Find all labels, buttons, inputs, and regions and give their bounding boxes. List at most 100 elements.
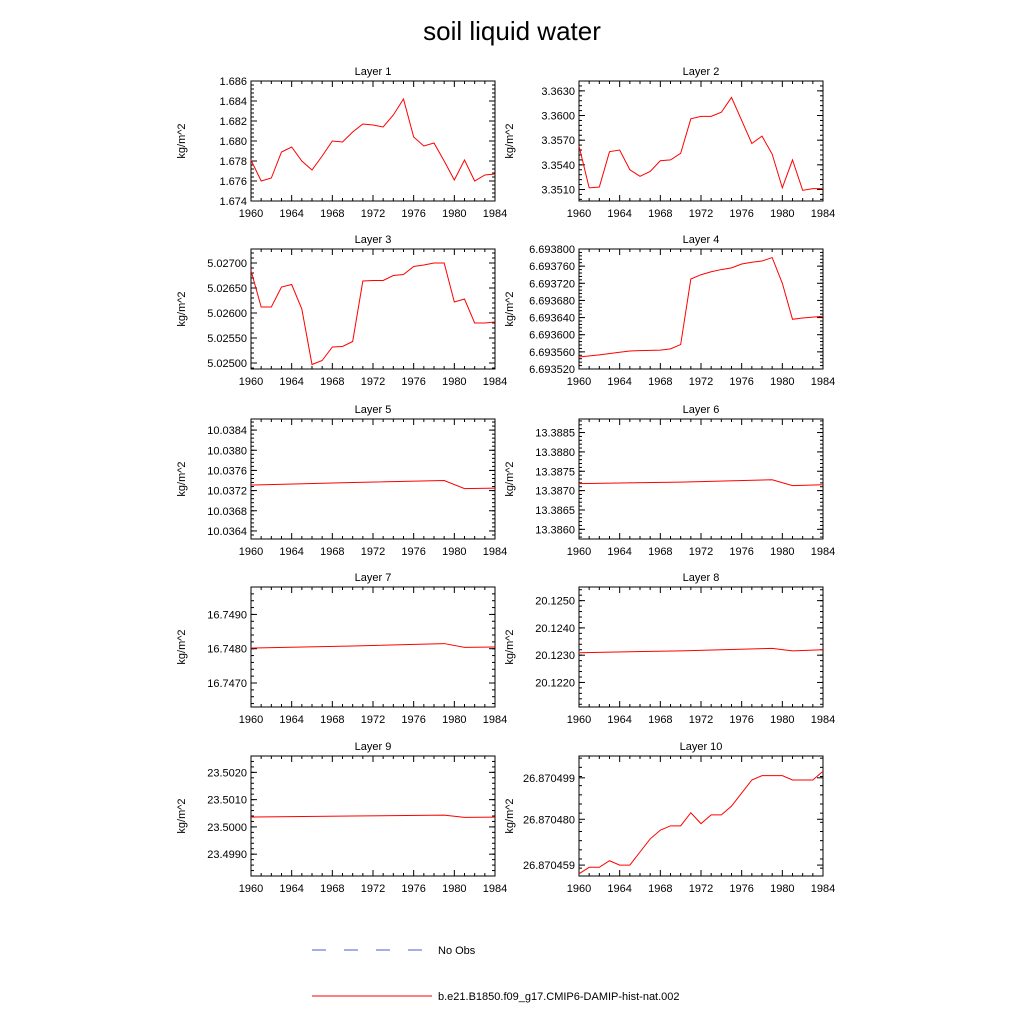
chart-panel-layer-7: Layer 7 1960 1964 1968 1972 1976 1980 1984 16.74… (176, 572, 507, 726)
x-tick-label: 1964 (279, 714, 303, 726)
y-axis-label: kg/m^2 (504, 461, 516, 496)
x-tick-label: 1968 (648, 714, 672, 726)
series-line (578, 479, 824, 487)
x-tick-label: 1960 (239, 883, 263, 895)
panel-title: Layer 6 (683, 404, 720, 416)
y-tick-label: 3.3570 (541, 135, 575, 147)
x-tick-label: 1984 (483, 208, 507, 220)
x-tick-label: 1984 (811, 546, 835, 558)
y-tick-label: 6.693680 (529, 295, 575, 307)
x-tick-label: 1972 (361, 883, 385, 895)
y-tick-label: 1.678 (219, 156, 247, 168)
x-tick-label: 1984 (483, 546, 507, 558)
x-tick-label: 1964 (279, 208, 303, 220)
x-tick-label: 1964 (607, 883, 631, 895)
y-tick-label: 20.1230 (535, 650, 575, 662)
x-tick-label: 1980 (770, 546, 794, 558)
y-tick-label: 3.3600 (541, 111, 575, 123)
panels: Layer 1 1960 1964 1968 1972 1976 1980 1984 1.674… (176, 66, 835, 895)
x-tick-label: 1976 (401, 376, 425, 388)
y-tick-label: 13.3875 (535, 466, 575, 478)
x-tick-label: 1976 (401, 714, 425, 726)
x-tick-label: 1972 (361, 546, 385, 558)
x-tick-label: 1976 (401, 208, 425, 220)
x-tick-label: 1976 (729, 376, 753, 388)
y-axis-label: kg/m^2 (504, 291, 516, 326)
x-tick-label: 1964 (607, 714, 631, 726)
panel-title: Layer 4 (683, 234, 720, 246)
series-line (250, 97, 496, 182)
x-tick-label: 1968 (320, 883, 344, 895)
y-tick-label: 6.693720 (529, 278, 575, 290)
panel-title: Layer 7 (355, 572, 392, 584)
y-tick-label: 1.676 (219, 176, 247, 188)
y-tick-label: 10.0372 (207, 486, 247, 498)
y-tick-label: 3.3510 (541, 184, 575, 196)
x-tick-label: 1984 (811, 376, 835, 388)
series-line (250, 643, 496, 649)
x-tick-label: 1968 (320, 714, 344, 726)
y-tick-label: 6.693600 (529, 330, 575, 342)
x-tick-label: 1964 (279, 883, 303, 895)
x-tick-label: 1976 (401, 883, 425, 895)
y-axis-label: kg/m^2 (504, 798, 516, 833)
panel-title: Layer 8 (683, 572, 720, 584)
x-tick-label: 1984 (811, 883, 835, 895)
chart-panel-layer-10: Layer 10 1960 1964 1968 1972 1976 1980 1984 26.8… (504, 741, 835, 895)
panel-title: Layer 10 (680, 741, 723, 753)
x-tick-label: 1960 (567, 208, 591, 220)
y-axis-label: kg/m^2 (176, 123, 188, 158)
x-tick-label: 1980 (770, 208, 794, 220)
x-tick-label: 1972 (689, 546, 713, 558)
y-tick-label: 1.674 (219, 196, 247, 208)
x-tick-label: 1968 (648, 376, 672, 388)
y-tick-label: 5.02600 (207, 308, 247, 320)
y-tick-label: 6.693520 (529, 364, 575, 376)
x-tick-label: 1972 (689, 376, 713, 388)
x-tick-label: 1972 (689, 714, 713, 726)
x-tick-label: 1960 (567, 376, 591, 388)
y-tick-label: 26.870480 (523, 814, 575, 826)
panel-title: Layer 5 (355, 404, 392, 416)
chart-panel-layer-4: Layer 4 1960 1964 1968 1972 1976 1980 1984 6.693… (504, 234, 835, 388)
series-line (578, 647, 824, 654)
y-tick-label: 26.870499 (523, 773, 575, 785)
x-tick-label: 1984 (483, 376, 507, 388)
plot-frame (578, 586, 824, 708)
x-tick-label: 1964 (279, 376, 303, 388)
y-tick-label: 6.693560 (529, 347, 575, 359)
chart-panel-layer-9: Layer 9 1960 1964 1968 1972 1976 1980 1984 23.49… (176, 741, 507, 895)
y-axis-label: kg/m^2 (504, 123, 516, 158)
x-tick-label: 1960 (239, 376, 263, 388)
y-tick-label: 10.0380 (207, 445, 247, 457)
y-tick-label: 1.686 (219, 76, 247, 88)
x-tick-label: 1960 (567, 546, 591, 558)
y-axis-label: kg/m^2 (176, 291, 188, 326)
figure-title: soil liquid water (423, 16, 601, 46)
y-axis-label: kg/m^2 (176, 629, 188, 664)
series-line (578, 96, 823, 191)
x-tick-label: 1980 (770, 883, 794, 895)
x-tick-label: 1964 (279, 546, 303, 558)
plot-frame (578, 80, 824, 202)
x-tick-label: 1972 (361, 714, 385, 726)
y-tick-label: 10.0364 (207, 526, 247, 538)
y-tick-label: 1.680 (219, 136, 247, 148)
x-tick-label: 1968 (648, 208, 672, 220)
panel-title: Layer 1 (355, 66, 392, 78)
y-tick-label: 3.3630 (541, 86, 575, 98)
x-tick-label: 1980 (442, 376, 466, 388)
x-tick-label: 1976 (729, 546, 753, 558)
x-tick-label: 1976 (729, 883, 753, 895)
legend: No Obs b.e21.B1850.f09_g17.CMIP6-DAMIP-hi… (312, 945, 680, 1003)
panel-title: Layer 3 (355, 234, 392, 246)
x-tick-label: 1984 (811, 208, 835, 220)
legend-label-2: b.e21.B1850.f09_g17.CMIP6-DAMIP-hist-nat… (438, 991, 680, 1003)
plot-frame (578, 755, 824, 877)
x-tick-label: 1964 (607, 208, 631, 220)
y-tick-label: 13.3880 (535, 447, 575, 459)
legend-label-1: No Obs (438, 945, 476, 957)
x-tick-label: 1960 (239, 208, 263, 220)
y-tick-label: 13.3865 (535, 505, 575, 517)
y-tick-label: 6.693640 (529, 313, 575, 325)
